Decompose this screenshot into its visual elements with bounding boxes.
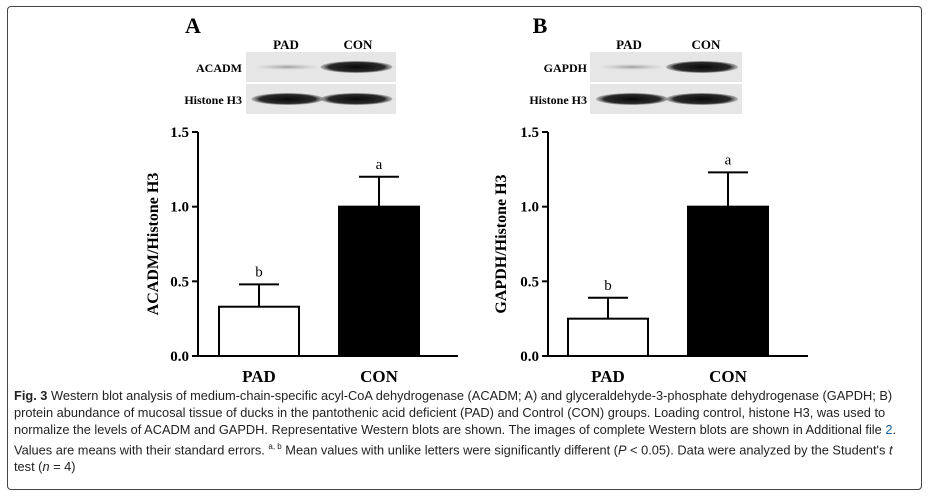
caption-text-2: . Values are means with their standard e… [14, 422, 897, 458]
significance-letter: a [725, 152, 732, 168]
y-axis-label: GAPDH/Histone H3 [493, 174, 510, 313]
caption-text-4: < 0.05). Data were analyzed by the Stude… [626, 442, 889, 458]
caption-text-5: test ( [14, 459, 43, 475]
caption-text-3: Mean values with unlike letters were sig… [281, 442, 618, 458]
panel-label: B [533, 13, 548, 38]
y-tick-label: 1.0 [170, 200, 189, 216]
figure-frame [7, 6, 922, 490]
blot-band [600, 64, 664, 70]
bar-con [338, 205, 420, 357]
caption-fig-label: Fig. 3 [14, 388, 48, 403]
x-tick-label: CON [709, 367, 748, 386]
blot-label: Histone H3 [529, 93, 587, 107]
blot-band [320, 93, 393, 105]
significance-letter: b [255, 264, 263, 280]
x-tick-label: PAD [591, 367, 625, 386]
bar-pad [218, 305, 300, 357]
caption-t-italic: t [888, 442, 893, 458]
panel-label: A [185, 13, 201, 38]
caption-text-6: = 4) [49, 459, 76, 475]
lane-label: CON [344, 37, 374, 52]
blot-label: ACADM [196, 61, 242, 75]
figure-caption: Fig. 3 Western blot analysis of medium-c… [14, 387, 914, 475]
y-tick-label: 0.5 [170, 274, 189, 290]
caption-n-italic: n [42, 459, 50, 475]
significance-letter: b [604, 278, 612, 294]
y-tick-label: 0.0 [520, 349, 539, 365]
bar-pad [567, 317, 649, 357]
blot-label: GAPDH [544, 61, 588, 75]
blot-band [255, 64, 320, 70]
additional-file-link[interactable]: 2 [885, 422, 893, 437]
x-tick-label: PAD [242, 367, 276, 386]
bar-con [687, 205, 769, 357]
caption-text-1: Western blot analysis of medium-chain-sp… [14, 388, 893, 437]
y-tick-label: 1.0 [520, 200, 539, 216]
blot-band [251, 93, 324, 105]
y-axis-label: ACADM/Histone H3 [145, 173, 162, 316]
y-tick-label: 0.5 [520, 274, 539, 290]
blot-band [596, 93, 668, 105]
caption-superscript: a, b [268, 442, 282, 451]
caption-p-italic: P [617, 442, 627, 458]
y-tick-label: 1.5 [520, 125, 539, 141]
blot-band [320, 61, 393, 73]
lane-label: PAD [616, 37, 642, 52]
y-tick-label: 1.5 [170, 125, 189, 141]
blot-label: Histone H3 [184, 93, 242, 107]
blot-band [666, 93, 738, 105]
lane-label: CON [692, 37, 722, 52]
y-tick-label: 0.0 [170, 349, 189, 365]
x-tick-label: CON [360, 367, 399, 386]
blot-band [666, 61, 738, 73]
lane-label: PAD [273, 37, 299, 52]
significance-letter: a [376, 157, 383, 173]
